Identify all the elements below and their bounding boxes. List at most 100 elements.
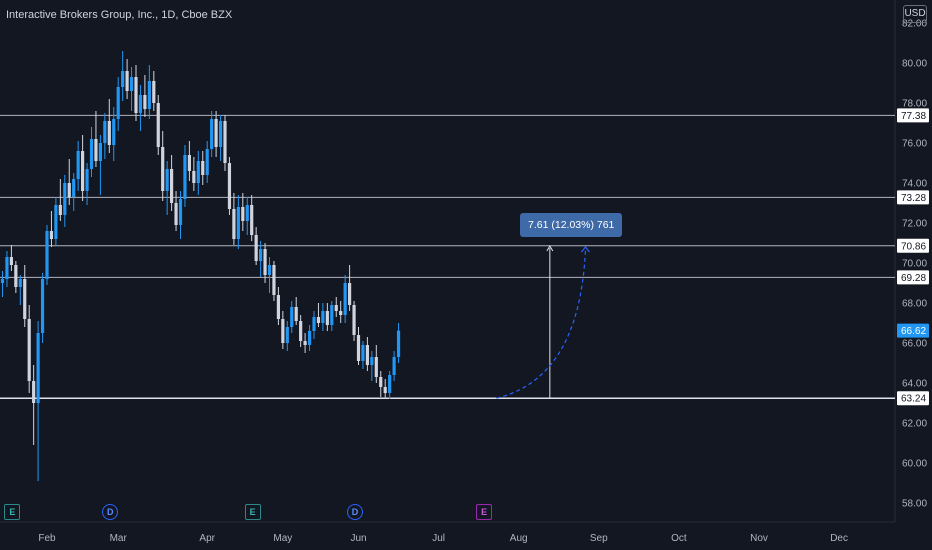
level-label: 77.38	[901, 111, 926, 122]
x-tick-label: Sep	[590, 533, 608, 544]
earnings-event-icon[interactable]: E	[4, 504, 21, 520]
projection-arrow-head	[580, 246, 590, 253]
candle-body	[183, 155, 187, 199]
candle-body	[143, 95, 147, 109]
candle-body	[232, 209, 236, 239]
candle-body	[276, 295, 280, 319]
candle-body	[196, 161, 200, 183]
candle-body	[383, 387, 387, 393]
candle-body	[250, 205, 254, 235]
candle-body	[81, 151, 85, 191]
candle-body	[27, 319, 31, 381]
level-label-bg	[897, 190, 929, 205]
measure-arrow-head	[546, 245, 554, 252]
candle-body	[134, 77, 138, 113]
candle-body	[370, 357, 374, 365]
candle-body	[259, 249, 263, 261]
candle-body	[147, 81, 151, 109]
earnings-event-icon[interactable]: E	[476, 504, 493, 520]
candle-body	[321, 311, 325, 323]
candle-body	[299, 321, 303, 341]
candle-body	[272, 265, 276, 295]
y-tick-label: 74.00	[902, 179, 927, 190]
candle-body	[348, 283, 352, 305]
candle-body	[125, 71, 129, 91]
level-label: 63.24	[901, 394, 926, 405]
candle-body	[36, 333, 40, 403]
y-tick-label: 80.00	[902, 59, 927, 70]
currency-button[interactable]: USD	[903, 5, 927, 23]
candle-body	[58, 205, 62, 215]
x-tick-label: Jul	[432, 533, 445, 544]
candle-body	[227, 163, 232, 209]
y-tick-label: 62.00	[902, 419, 927, 430]
candle-body	[85, 169, 89, 191]
candle-body	[379, 377, 383, 387]
chart-title: Interactive Brokers Group, Inc., 1D, Cbo…	[6, 9, 233, 21]
candle-body	[356, 335, 361, 361]
candle-body	[156, 103, 160, 147]
candle-body	[76, 151, 80, 179]
x-tick-label: Mar	[110, 533, 128, 544]
level-label-bg	[897, 238, 929, 253]
candle-body	[138, 95, 143, 113]
candle-body	[161, 147, 165, 191]
candle-body	[267, 265, 272, 275]
dividend-event-icon[interactable]: D	[347, 504, 364, 520]
y-tick-label: 82.00	[902, 19, 927, 30]
earnings-event-icon[interactable]: E	[244, 504, 261, 520]
level-label-bg	[897, 391, 929, 406]
x-tick-label: May	[273, 533, 292, 544]
candle-body	[170, 169, 174, 203]
y-tick-label: 76.00	[902, 139, 927, 150]
candle-body	[192, 171, 196, 183]
candle-body	[245, 205, 249, 221]
candle-body	[285, 327, 289, 343]
y-tick-label: 70.00	[902, 259, 927, 270]
level-label-bg	[897, 270, 929, 285]
candle-body	[392, 357, 396, 375]
x-tick-label: Apr	[199, 533, 215, 544]
candle-body	[290, 307, 294, 327]
candle-body	[116, 87, 120, 119]
candle-body	[187, 155, 191, 171]
candle-body	[303, 341, 307, 345]
dividend-event-icon[interactable]: D	[102, 504, 119, 520]
projection-curve	[496, 249, 587, 399]
candle-body	[352, 305, 356, 335]
candle-body	[365, 345, 369, 365]
y-tick-label: 72.00	[902, 219, 927, 230]
candle-body	[98, 143, 102, 161]
x-tick-label: Dec	[830, 533, 848, 544]
last-price-label: 66.62	[901, 326, 926, 337]
candle-body	[339, 311, 343, 315]
measure-label: 7.61 (12.03%) 761	[520, 213, 623, 237]
candle-body	[103, 121, 107, 143]
candle-body	[330, 305, 334, 325]
last-price-bg	[897, 323, 929, 338]
level-label-bg	[897, 108, 929, 123]
candle-body	[54, 205, 58, 239]
candle-body	[112, 119, 116, 145]
y-tick-label: 64.00	[902, 379, 927, 390]
candle-body	[218, 121, 223, 147]
candle-body	[9, 257, 13, 265]
candle-body	[121, 71, 125, 87]
candle-body	[178, 199, 183, 225]
candle-body	[236, 207, 240, 239]
y-tick-label: 58.00	[902, 499, 927, 510]
candle-body	[49, 231, 54, 239]
x-tick-label: Nov	[750, 533, 768, 544]
y-tick-label: 78.00	[902, 99, 927, 110]
candle-body	[152, 81, 156, 103]
candle-body	[334, 305, 338, 311]
candle-body	[214, 119, 218, 147]
candle-body	[374, 357, 378, 377]
candle-body	[307, 331, 312, 345]
candle-body	[174, 203, 178, 225]
candle-body	[343, 283, 347, 315]
candle-body	[45, 231, 49, 279]
candle-body	[294, 307, 298, 321]
x-tick-label: Oct	[671, 533, 687, 544]
